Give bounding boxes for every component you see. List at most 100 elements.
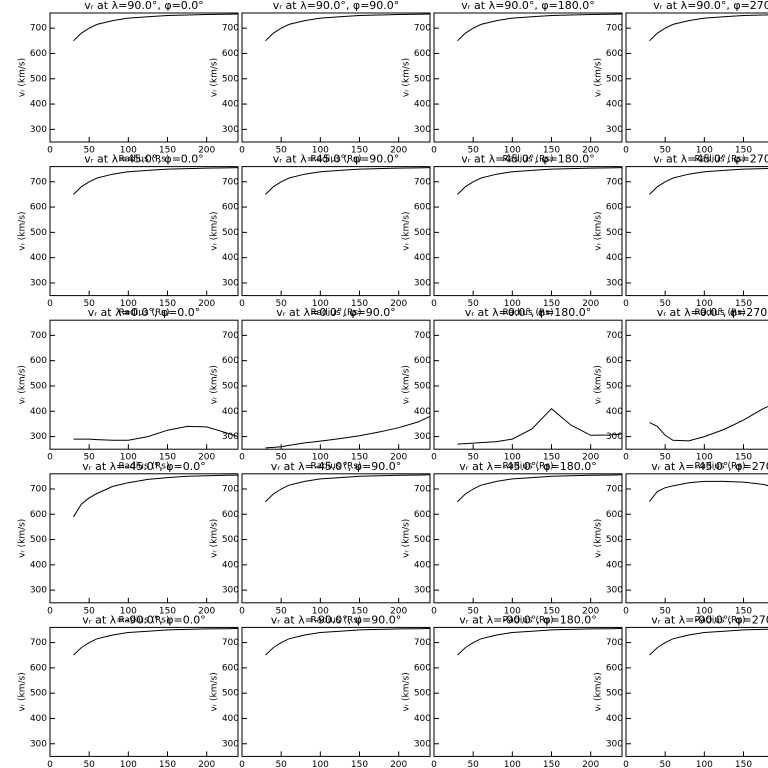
y-tick-label: 500: [222, 535, 239, 545]
x-tick-label: 50: [275, 299, 287, 309]
y-tick-label: 600: [30, 49, 47, 59]
y-tick-label: 500: [414, 535, 431, 545]
x-tick-label: 50: [659, 453, 671, 463]
x-tick-label: 100: [696, 606, 713, 616]
plot-frame: [49, 166, 239, 297]
x-tick-label: 100: [504, 299, 521, 309]
y-tick-label: 500: [606, 74, 623, 84]
x-tick-label: 50: [275, 760, 287, 768]
x-tick-label: 150: [159, 606, 176, 616]
chart-title: vᵣ at λ=90.0°, φ=270.0°: [653, 0, 768, 12]
data-line: [649, 14, 768, 42]
data-line: [457, 627, 623, 656]
x-tick-label: 50: [659, 606, 671, 616]
y-tick-label: 700: [222, 638, 239, 648]
x-tick-label: 100: [696, 299, 713, 309]
x-tick-label: 150: [543, 299, 560, 309]
y-axis-label: vᵣ (km/s): [18, 365, 28, 404]
x-tick-label: 200: [582, 299, 599, 309]
y-tick-label: 700: [222, 24, 239, 34]
x-axis-label: Radius (Rs): [502, 615, 553, 625]
x-tick-label: 0: [431, 760, 437, 768]
x-tick-label: 0: [239, 760, 245, 768]
y-tick-label: 700: [606, 331, 623, 341]
y-tick-label: 700: [606, 24, 623, 34]
plot-frame: [433, 319, 623, 450]
y-tick-label: 500: [222, 74, 239, 84]
x-axis-label: Radius (Rs): [502, 155, 553, 165]
x-tick-label: 50: [83, 453, 95, 463]
y-tick-label: 600: [606, 203, 623, 213]
y-tick-label: 600: [30, 663, 47, 673]
plot-frame: [241, 319, 431, 450]
y-tick-label: 400: [414, 407, 431, 417]
y-tick-label: 500: [606, 535, 623, 545]
x-tick-label: 100: [504, 146, 521, 156]
x-axis-label: Radius (Rs): [310, 615, 361, 625]
y-tick-label: 600: [222, 356, 239, 366]
chart-title: vᵣ at λ=-45.0°, φ=270.0°: [651, 460, 768, 473]
x-tick-label: 50: [467, 299, 479, 309]
x-tick-label: 0: [431, 299, 437, 309]
data-line: [265, 167, 431, 195]
x-tick-label: 150: [351, 760, 368, 768]
y-tick-label: 500: [414, 74, 431, 84]
x-tick-label: 150: [543, 760, 560, 768]
y-tick-label: 500: [30, 689, 47, 699]
chart-title: vᵣ at λ=-90.0°, φ=90.0°: [271, 613, 402, 626]
y-tick-label: 700: [30, 331, 47, 341]
x-axis-label: Radius (Rs): [502, 308, 553, 318]
y-tick-label: 600: [414, 356, 431, 366]
x-tick-label: 200: [390, 299, 407, 309]
x-tick-label: 0: [623, 606, 629, 616]
x-tick-label: 100: [312, 299, 329, 309]
y-tick-label: 300: [222, 739, 239, 749]
y-tick-label: 300: [30, 739, 47, 749]
data-line: [649, 405, 768, 442]
x-tick-label: 200: [198, 146, 215, 156]
y-tick-label: 300: [30, 586, 47, 596]
x-tick-label: 100: [312, 453, 329, 463]
x-tick-label: 50: [467, 453, 479, 463]
y-tick-label: 600: [414, 49, 431, 59]
plot-frame: [433, 473, 623, 604]
x-tick-label: 50: [275, 606, 287, 616]
y-tick-label: 400: [30, 560, 47, 570]
y-axis-label: vᵣ (km/s): [210, 58, 220, 97]
data-line: [457, 13, 623, 42]
x-tick-label: 50: [659, 760, 671, 768]
y-tick-label: 600: [222, 203, 239, 213]
y-tick-label: 300: [30, 432, 47, 442]
y-tick-label: 300: [414, 432, 431, 442]
chart-title: vᵣ at λ=90.0°, φ=90.0°: [273, 0, 400, 12]
chart-title: vᵣ at λ=45.0°, φ=180.0°: [461, 153, 595, 166]
y-axis-label: vᵣ (km/s): [402, 365, 412, 404]
y-tick-label: 600: [606, 510, 623, 520]
y-tick-label: 500: [30, 228, 47, 238]
plot-frame: [625, 12, 768, 143]
chart-title: vᵣ at λ=45.0°, φ=0.0°: [84, 153, 204, 166]
y-tick-label: 700: [414, 177, 431, 187]
x-tick-label: 150: [351, 299, 368, 309]
y-tick-label: 700: [414, 24, 431, 34]
x-tick-label: 0: [239, 606, 245, 616]
x-tick-label: 200: [390, 146, 407, 156]
data-line: [265, 627, 431, 656]
x-tick-label: 0: [431, 453, 437, 463]
y-tick-label: 700: [30, 177, 47, 187]
data-line: [649, 628, 768, 656]
x-tick-label: 100: [120, 146, 137, 156]
y-tick-label: 700: [222, 484, 239, 494]
chart-title: vᵣ at λ=-45.0°, φ=90.0°: [271, 460, 402, 473]
x-tick-label: 50: [467, 760, 479, 768]
y-tick-label: 600: [30, 203, 47, 213]
x-tick-label: 50: [275, 146, 287, 156]
chart-title: vᵣ at λ=90.0°, φ=0.0°: [84, 0, 204, 12]
data-line: [73, 474, 239, 518]
chart-title: vᵣ at λ=0.0°, φ=0.0°: [88, 306, 201, 319]
y-axis-label: vᵣ (km/s): [18, 211, 28, 250]
chart-title: vᵣ at λ=45.0°, φ=270.0°: [653, 153, 768, 166]
y-tick-label: 700: [414, 331, 431, 341]
